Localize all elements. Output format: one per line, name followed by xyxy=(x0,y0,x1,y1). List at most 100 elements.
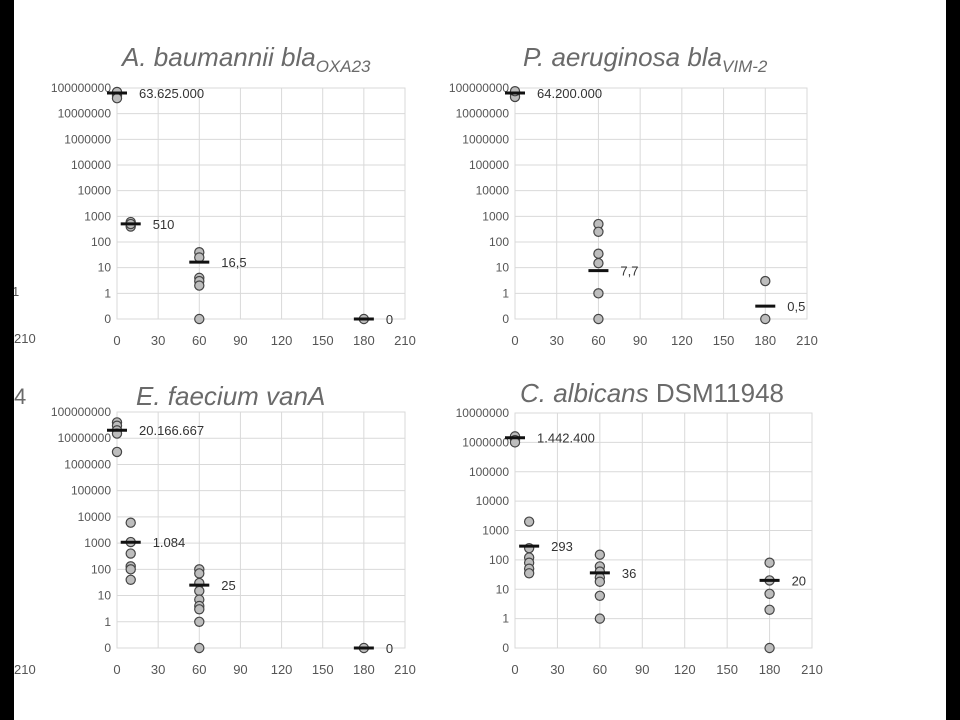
data-point xyxy=(194,568,205,579)
median-label: 25 xyxy=(221,578,235,593)
median-label: 36 xyxy=(622,566,636,581)
y-tick-label: 10000000 xyxy=(456,406,510,420)
y-tick-label: 100000000 xyxy=(51,81,111,95)
data-point xyxy=(764,588,775,600)
x-tick-label: 60 xyxy=(591,333,605,348)
edge-fragment-1: 1 xyxy=(14,284,20,299)
data-point xyxy=(523,516,535,527)
chart-title-main: E. faecium vanA xyxy=(136,381,326,411)
chart-title-suffix: DSM11948 xyxy=(648,378,784,408)
median-label: 63.625.000 xyxy=(139,86,204,101)
y-tick-label: 100 xyxy=(489,553,509,567)
data-point xyxy=(593,226,604,237)
median-label: 510 xyxy=(153,217,175,232)
x-tick-label: 210 xyxy=(796,333,818,348)
y-tick-label: 100000000 xyxy=(449,81,509,95)
y-tick-label: 10 xyxy=(496,582,510,596)
data-point xyxy=(764,604,775,615)
chart-title-p-aeruginosa: P. aeruginosa blaVIM-2 xyxy=(523,42,767,77)
data-point xyxy=(194,604,205,615)
y-tick-label: 100000 xyxy=(469,158,509,172)
x-tick-label: 180 xyxy=(353,662,375,677)
y-tick-label: 10 xyxy=(98,261,112,275)
y-tick-label: 1 xyxy=(104,615,111,629)
y-tick-label: 0 xyxy=(104,641,111,655)
x-tick-label: 180 xyxy=(759,662,781,677)
y-tick-label: 0 xyxy=(502,312,509,326)
y-tick-label: 100 xyxy=(91,235,111,249)
x-tick-label: 210 xyxy=(394,333,416,348)
median-label: 0 xyxy=(386,641,393,656)
median-label: 293 xyxy=(551,539,573,554)
data-point xyxy=(760,275,771,287)
y-tick-label: 1000 xyxy=(84,536,111,550)
x-tick-label: 120 xyxy=(271,333,293,348)
data-point xyxy=(194,616,205,627)
chart-title-main: A. baumannii bla xyxy=(122,42,316,72)
x-tick-label: 60 xyxy=(192,333,206,348)
y-tick-label: 1000000 xyxy=(64,457,111,471)
median-label: 20 xyxy=(792,573,806,588)
data-point xyxy=(125,548,136,559)
y-tick-label: 1 xyxy=(104,286,111,300)
y-tick-label: 10000 xyxy=(476,184,510,198)
chart-title-main: C. albicans xyxy=(520,378,649,408)
y-tick-label: 100 xyxy=(91,562,111,576)
y-tick-label: 1000000 xyxy=(462,435,509,449)
y-tick-label: 1000000 xyxy=(462,132,509,146)
x-tick-label: 0 xyxy=(113,662,120,677)
x-tick-label: 30 xyxy=(549,333,563,348)
chart-title-subscript: VIM-2 xyxy=(722,57,768,76)
data-point xyxy=(125,517,136,528)
x-tick-label: 180 xyxy=(353,333,375,348)
y-tick-label: 100000 xyxy=(469,465,509,479)
y-tick-label: 10 xyxy=(496,261,510,275)
x-tick-label: 150 xyxy=(713,333,735,348)
y-tick-label: 10000000 xyxy=(58,431,112,445)
x-tick-label: 150 xyxy=(312,333,334,348)
plot-area-border xyxy=(116,411,406,649)
data-point xyxy=(593,257,604,269)
median-label: 0,5 xyxy=(787,299,805,314)
data-point xyxy=(194,585,205,597)
x-tick-label: 30 xyxy=(550,662,564,677)
data-point xyxy=(125,574,136,585)
x-tick-label: 210 xyxy=(394,662,416,677)
x-tick-label: 30 xyxy=(151,333,165,348)
y-tick-label: 1000000 xyxy=(64,132,111,146)
x-tick-label: 60 xyxy=(192,662,206,677)
data-point xyxy=(194,280,205,291)
y-tick-label: 1000 xyxy=(482,209,509,223)
edge-fragment-4: 210 xyxy=(14,662,36,677)
x-tick-label: 90 xyxy=(633,333,647,348)
median-label: 64.200.000 xyxy=(537,86,602,101)
data-point xyxy=(111,446,123,458)
y-tick-label: 100000 xyxy=(71,484,111,498)
x-tick-label: 0 xyxy=(511,333,518,348)
y-tick-label: 0 xyxy=(104,312,111,326)
y-tick-label: 10000000 xyxy=(58,107,112,121)
y-tick-label: 100 xyxy=(489,235,509,249)
x-tick-label: 120 xyxy=(671,333,693,348)
y-tick-label: 10 xyxy=(98,589,112,603)
x-tick-label: 0 xyxy=(511,662,518,677)
median-label: 1.084 xyxy=(153,535,186,550)
median-label: 16,5 xyxy=(221,255,246,270)
data-point xyxy=(594,576,606,587)
y-tick-label: 0 xyxy=(502,641,509,655)
data-point xyxy=(194,642,205,654)
chart-title-subscript: OXA23 xyxy=(315,57,371,76)
median-label: 20.166.667 xyxy=(139,423,204,438)
x-tick-label: 90 xyxy=(233,662,247,677)
median-label: 1.442.400 xyxy=(537,431,595,446)
y-tick-label: 10000 xyxy=(78,184,112,198)
data-point xyxy=(593,248,604,259)
x-tick-label: 0 xyxy=(113,333,120,348)
median-label: 0 xyxy=(386,312,393,327)
y-tick-label: 1 xyxy=(502,286,509,300)
x-tick-label: 60 xyxy=(593,662,607,677)
chart-1: 0 1 10 100 1000 10000 100000 1000000 10000000 100… xyxy=(51,81,416,348)
plot-area-border xyxy=(116,87,406,320)
chart-title-main: P. aeruginosa bla xyxy=(523,42,723,72)
x-tick-label: 120 xyxy=(271,662,293,677)
